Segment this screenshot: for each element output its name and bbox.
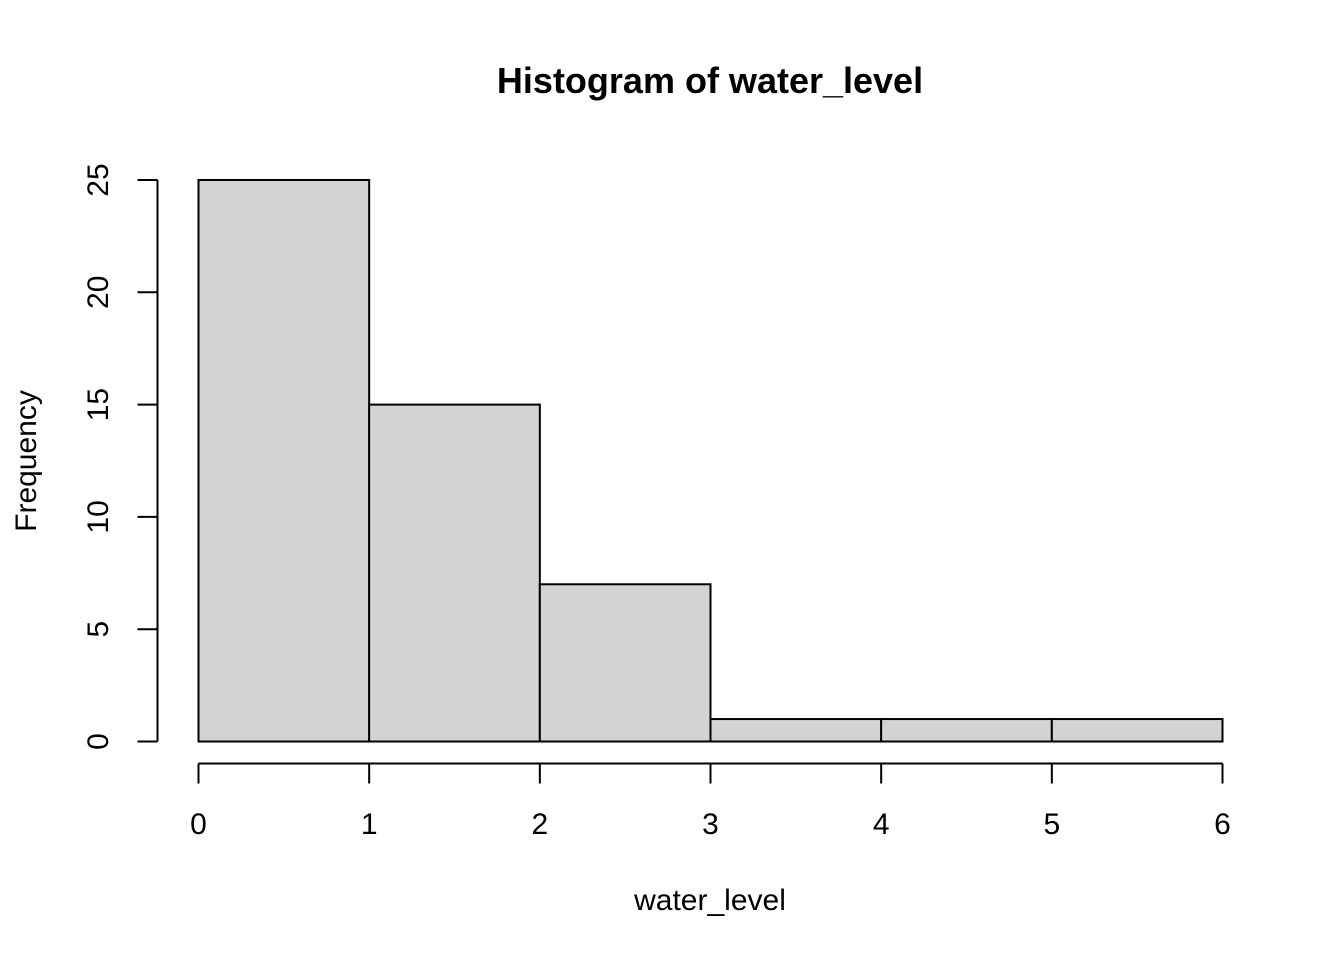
x-axis-label: water_level xyxy=(633,884,786,917)
y-tick-label-5: 25 xyxy=(82,163,115,196)
y-tick-label-0: 0 xyxy=(82,733,115,750)
x-tick-label-1: 1 xyxy=(361,808,378,841)
y-axis-label: Frequency xyxy=(10,390,43,532)
histogram-bar-1 xyxy=(368,403,541,743)
chart-title: Histogram of water_level xyxy=(497,60,923,101)
x-tick-label-4: 4 xyxy=(873,808,890,841)
y-tick-label-3: 15 xyxy=(82,388,115,421)
y-axis: 0 5 10 15 20 25 xyxy=(82,163,159,750)
x-tick-label-0: 0 xyxy=(190,808,207,841)
x-tick-label-2: 2 xyxy=(531,808,548,841)
x-tick-label-5: 5 xyxy=(1043,808,1060,841)
histogram-bar-5 xyxy=(1050,718,1224,743)
y-tick-label-2: 10 xyxy=(82,500,115,533)
histogram-bar-4 xyxy=(880,718,1053,743)
x-tick-label-6: 6 xyxy=(1214,808,1231,841)
histogram-bar-2 xyxy=(538,583,712,743)
x-axis: 0 1 2 3 4 5 6 xyxy=(190,762,1231,841)
y-tick-label-1: 5 xyxy=(82,621,115,638)
histogram-bar-3 xyxy=(709,718,883,743)
histogram-bar-0 xyxy=(197,179,371,743)
x-tick-label-3: 3 xyxy=(702,808,719,841)
bars-group xyxy=(197,179,1224,743)
y-tick-label-4: 20 xyxy=(82,276,115,309)
